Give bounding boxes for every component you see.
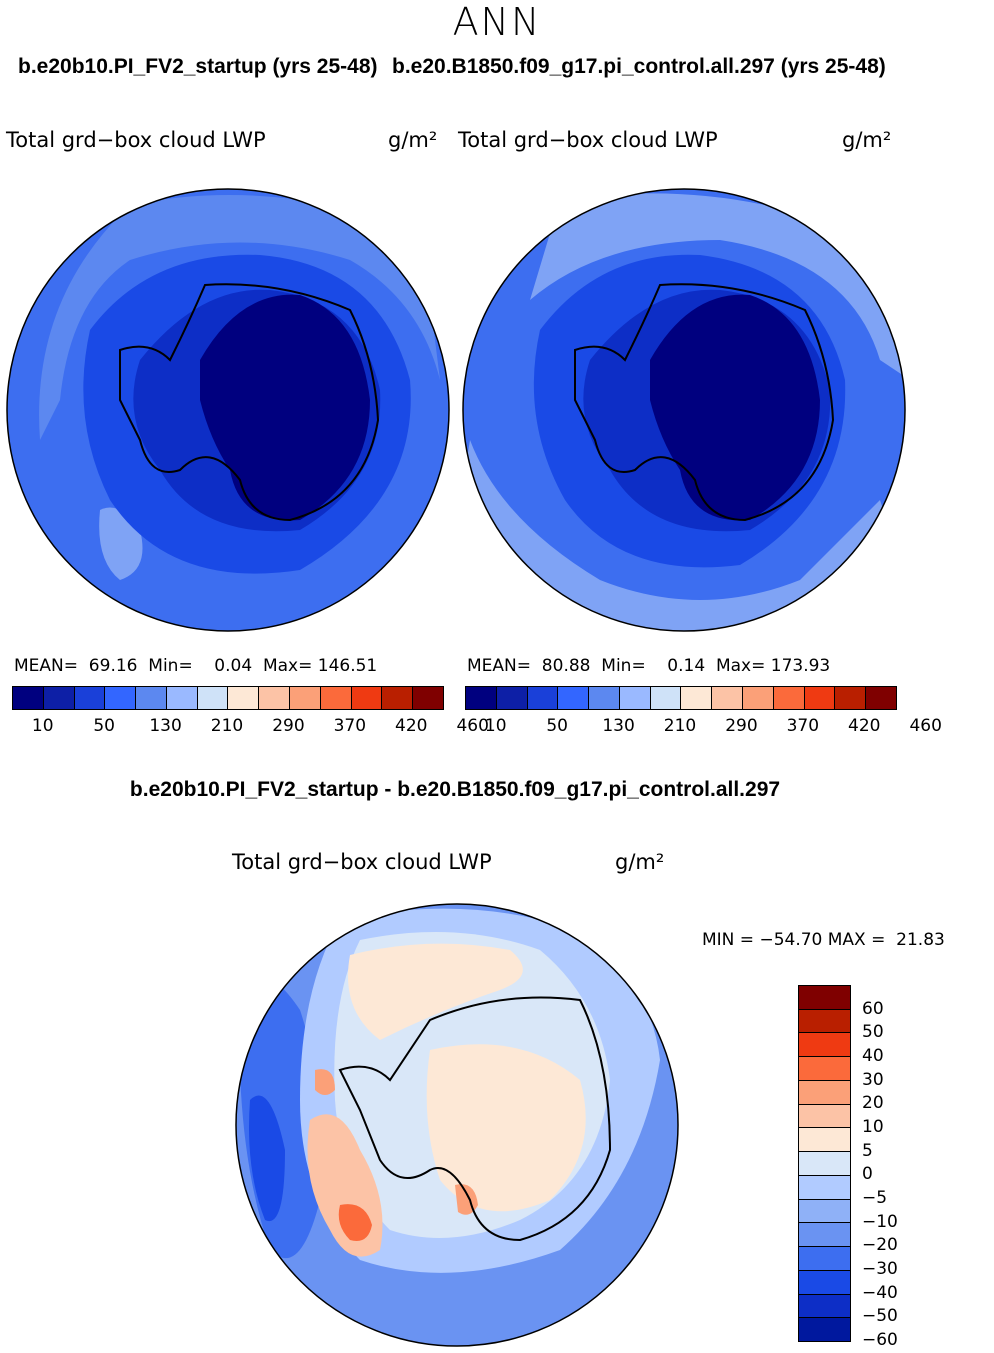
colorbar-tick-label: 460 — [456, 716, 489, 736]
colorbar-swatch — [413, 687, 443, 709]
right-case-title: b.e20.B1850.f09_g17.pi_control.all.297 (… — [392, 55, 886, 78]
colorbar-swatch — [527, 687, 559, 709]
colorbar-swatch — [799, 1294, 850, 1319]
colorbar-tick-label: 210 — [210, 716, 244, 736]
colorbar-swatch — [773, 687, 805, 709]
colorbar-swatch — [799, 1128, 850, 1153]
colorbar-swatch — [799, 1152, 850, 1176]
colorbar-tick-label: 10 — [484, 716, 507, 736]
colorbar-tick-label: −5 — [862, 1188, 888, 1208]
colorbar-swatch — [866, 687, 896, 709]
colorbar-swatch — [197, 687, 229, 709]
colorbar-tick-label: 30 — [862, 1069, 884, 1090]
colorbar-swatch — [799, 1080, 850, 1105]
colorbar-tick-label: 460 — [909, 716, 942, 736]
colorbar-tick-label: 50 — [93, 716, 115, 736]
colorbar-swatch — [799, 1057, 850, 1081]
colorbar-swatch — [681, 687, 713, 709]
colorbar-swatch — [799, 1318, 850, 1342]
colorbar-tick-label: 50 — [546, 716, 568, 736]
colorbar-tick-label: −50 — [862, 1306, 898, 1327]
colorbar-tick-label: 50 — [862, 1022, 884, 1043]
colorbar-swatch — [799, 1270, 850, 1295]
colorbar-swatch — [228, 687, 260, 709]
colorbar-tick-label: 130 — [602, 716, 635, 736]
left-variable-label: Total grd−box cloud LWP — [6, 128, 266, 152]
colorbar-tick-label: 210 — [663, 716, 697, 736]
colorbar-swatch — [466, 687, 497, 709]
colorbar-tick-label: 5 — [862, 1140, 873, 1161]
right-units-label: g/m² — [842, 128, 892, 152]
colorbar-swatch — [799, 1199, 850, 1224]
right-variable-label: Total grd−box cloud LWP — [458, 128, 718, 152]
colorbar-tick-label: 20 — [862, 1093, 884, 1114]
colorbar-swatch — [74, 687, 106, 709]
colorbar-tick-label: 420 — [848, 716, 881, 736]
left-units-label: g/m² — [388, 128, 438, 152]
colorbar-tick-label: 10 — [31, 716, 54, 736]
colorbar-tick-label: −30 — [862, 1259, 898, 1279]
colorbar-swatch — [804, 687, 836, 709]
colorbar-swatch — [799, 1009, 850, 1034]
colorbar-swatch — [496, 687, 528, 709]
colorbar-tick-label: −10 — [862, 1211, 898, 1232]
colorbar-swatch — [259, 687, 291, 709]
right-colorbar — [465, 686, 897, 710]
colorbar-tick-label: −40 — [862, 1282, 898, 1303]
colorbar-swatch — [743, 687, 774, 709]
colorbar-swatch — [166, 687, 198, 709]
colorbar-tick-label: 290 — [272, 716, 305, 736]
colorbar-swatch — [290, 687, 321, 709]
difference-stats: MIN = −54.70 MAX = 21.83 — [702, 930, 945, 950]
difference-colorbar-labels: 60 50 40 30 20 10 5 0 −5 −10 −20 −30 −40 −50 −60 — [862, 985, 922, 1350]
colorbar-tick-label: 130 — [149, 716, 182, 736]
colorbar-swatch — [799, 1175, 850, 1200]
left-case-title: b.e20b10.PI_FV2_startup (yrs 25-48) — [18, 55, 378, 78]
colorbar-swatch — [13, 687, 44, 709]
colorbar-swatch — [136, 687, 167, 709]
colorbar-swatch — [799, 1033, 850, 1058]
colorbar-tick-label: 60 — [862, 998, 884, 1019]
colorbar-tick-label: 420 — [395, 716, 428, 736]
colorbar-tick-label: 370 — [333, 716, 367, 736]
colorbar-swatch — [799, 1104, 850, 1129]
difference-units-label: g/m² — [615, 850, 665, 874]
colorbar-swatch — [650, 687, 682, 709]
colorbar-swatch — [835, 687, 867, 709]
colorbar-swatch — [799, 1223, 850, 1248]
colorbar-swatch — [43, 687, 75, 709]
colorbar-swatch — [799, 986, 850, 1010]
colorbar-tick-label: −60 — [862, 1330, 898, 1350]
difference-colorbar — [798, 985, 851, 1342]
colorbar-swatch — [799, 1247, 850, 1271]
colorbar-swatch — [712, 687, 744, 709]
colorbar-swatch — [558, 687, 590, 709]
colorbar-tick-label: 10 — [862, 1117, 884, 1137]
left-stats: MEAN= 69.16 Min= 0.04 Max= 146.51 — [14, 656, 378, 676]
colorbar-tick-label: 290 — [725, 716, 758, 736]
left-colorbar — [12, 686, 444, 710]
colorbar-swatch — [105, 687, 137, 709]
colorbar-swatch — [382, 687, 414, 709]
difference-variable-label: Total grd−box cloud LWP — [232, 850, 492, 874]
colorbar-swatch — [589, 687, 620, 709]
colorbar-tick-label: 370 — [786, 716, 820, 736]
difference-title: b.e20b10.PI_FV2_startup - b.e20.B1850.f0… — [129, 778, 781, 801]
right-stats: MEAN= 80.88 Min= 0.14 Max= 173.93 — [467, 656, 831, 676]
colorbar-swatch — [351, 687, 383, 709]
colorbar-tick-label: −20 — [862, 1235, 898, 1256]
colorbar-swatch — [320, 687, 352, 709]
plot-title: ANN — [452, 0, 542, 44]
colorbar-tick-label: 0 — [862, 1164, 873, 1185]
colorbar-tick-label: 40 — [862, 1046, 884, 1066]
colorbar-swatch — [619, 687, 651, 709]
